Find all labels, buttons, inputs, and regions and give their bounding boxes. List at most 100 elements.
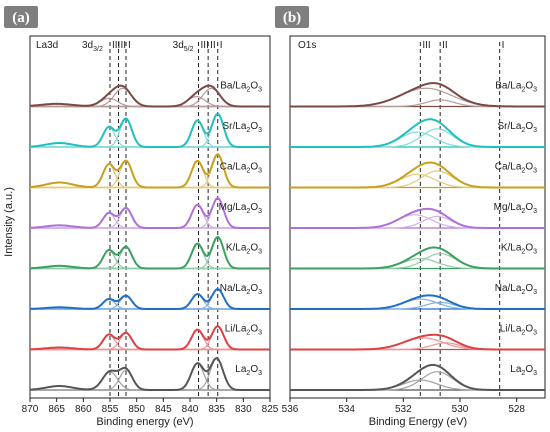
panel-a-reference-label: II — [210, 40, 216, 51]
panel-a-xtick-label: 835 — [208, 404, 225, 415]
panel-b-reference-label: III — [422, 40, 430, 51]
panel-b-tag-box — [275, 6, 309, 28]
sample-label-tail: O — [525, 323, 533, 334]
panel-a-xtick-label: 850 — [128, 404, 145, 415]
panel-b-xtick-label: 528 — [508, 404, 525, 415]
sample-label-sub: 2 — [246, 127, 250, 134]
panel-b-reference-label: I — [502, 40, 505, 51]
sample-label-sub: 3 — [533, 248, 537, 255]
panel-a-xtick-label: 865 — [48, 404, 65, 415]
sample-label-tail: O — [525, 121, 533, 132]
panel-b-reference-label: II — [442, 40, 448, 51]
sample-component-peak — [290, 253, 545, 270]
sample-label: La2O3 — [510, 364, 537, 377]
sample-component-peak — [290, 173, 545, 189]
panel-a-peak-group-sub: 3/2 — [93, 46, 103, 53]
sample-label-tail: O — [250, 364, 258, 375]
panel-b-tag: (b) — [283, 10, 301, 26]
panel-a-reference-label: II — [121, 40, 127, 51]
sample-label: Ca/La2O3 — [220, 161, 262, 174]
panel-a-peak-group-sub: 5/2 — [184, 46, 194, 53]
sample-component-peak — [290, 215, 545, 229]
sample-label-sub: 2 — [521, 289, 525, 296]
sample-label: Sr/La2O3 — [498, 121, 538, 134]
sample-label-sub: 3 — [533, 208, 537, 215]
sample-label-sub: 2 — [521, 370, 525, 377]
sample-label-tail: O — [250, 80, 258, 91]
sample-label-sub: 2 — [521, 208, 525, 215]
sample-envelope — [29, 84, 270, 108]
sample-label-sub: 2 — [246, 167, 250, 174]
sample-label-tail: O — [525, 202, 533, 213]
sample-envelope — [30, 112, 270, 148]
sample-label-sub: 2 — [246, 208, 250, 215]
sample-label: Na/La2O3 — [220, 283, 262, 296]
panel-b-xtick-label: 530 — [452, 404, 469, 415]
sample-label: Ba/La2O3 — [495, 80, 537, 93]
sample-label-sub: 2 — [521, 86, 525, 93]
sample-label-sub: 3 — [258, 167, 262, 174]
sample-component-peak — [290, 371, 545, 391]
sample-label-tail: O — [250, 121, 258, 132]
sample-label-tail: O — [525, 283, 533, 294]
panel-a-tag-box — [4, 6, 38, 28]
panel-b-region-label: O1s — [298, 40, 316, 51]
sample-label: Ba/La2O3 — [220, 80, 262, 93]
sample-envelope — [290, 207, 545, 229]
sample-label-tail: O — [525, 161, 533, 172]
sample-component-peak — [290, 214, 545, 229]
sample-label-sub: 2 — [246, 248, 250, 255]
sample-label-sub: 3 — [533, 370, 537, 377]
sample-label-sub: 3 — [258, 370, 262, 377]
panel-a-xtick-label: 825 — [262, 404, 279, 415]
sample-label: Li/La2O3 — [225, 323, 262, 336]
sample-envelope — [290, 294, 545, 310]
sample-label-tail: O — [525, 80, 533, 91]
sample-label: Sr/La2O3 — [223, 121, 263, 134]
panel-b-xtick-label: 536 — [282, 404, 299, 415]
sample-label-sub: 3 — [258, 248, 262, 255]
panel-a-frame — [29, 35, 271, 399]
sample-envelope — [30, 357, 270, 391]
panel-a-peak-group-label: 3d5/2 — [173, 40, 194, 53]
sample-label: Ca/La2O3 — [495, 161, 537, 174]
sample-envelope — [29, 235, 270, 270]
sample-label-sub: 2 — [246, 329, 250, 336]
panel-a: (a) Intensity (a.u.) Binding energy (eV)… — [3, 6, 279, 428]
sample-component-peak — [30, 357, 270, 391]
sample-label-sub: 3 — [533, 289, 537, 296]
sample-envelope — [290, 363, 545, 391]
sample-component-peak — [290, 337, 545, 351]
sample-label-sub: 2 — [246, 86, 250, 93]
sample-envelope — [290, 246, 545, 270]
panel-a-peak-group-label: 3d3/2 — [82, 40, 103, 53]
panel-a-xlabel: Binding energy (eV) — [96, 416, 193, 428]
sample-envelope — [290, 82, 545, 108]
sample-label: K/La2O3 — [501, 242, 537, 255]
sample-label: Mg/La2O3 — [494, 202, 537, 215]
sample-envelope — [290, 161, 545, 189]
panel-a-xtick-label: 840 — [182, 404, 199, 415]
panel-a-reference-label: I — [128, 40, 131, 51]
sample-label-tail: O — [250, 202, 258, 213]
sample-label-sub: 3 — [258, 127, 262, 134]
sample-label-sub: 3 — [533, 127, 537, 134]
sample-label-tail: O — [250, 242, 258, 253]
sample-label-sub: 3 — [258, 289, 262, 296]
sample-label-sub: 2 — [521, 167, 525, 174]
sample-envelope — [29, 196, 270, 229]
sample-envelope — [30, 325, 270, 351]
sample-label-sub: 3 — [258, 208, 262, 215]
panel-b-frame — [289, 35, 546, 399]
sample-envelope — [290, 333, 545, 351]
sample-label-sub: 2 — [521, 248, 525, 255]
sample-label-sub: 3 — [533, 86, 537, 93]
sample-label-tail: O — [250, 161, 258, 172]
sample-envelope — [29, 153, 270, 189]
panel-b-xlabel: Binding Energy (eV) — [369, 416, 467, 428]
panel-b: (b) Binding Energy (eV) O1s 536 534 532 530… — [275, 6, 546, 428]
panel-a-xtick-label: 855 — [102, 404, 119, 415]
sample-label-sub: 3 — [533, 167, 537, 174]
panel-a-reference-label: I — [220, 40, 223, 51]
